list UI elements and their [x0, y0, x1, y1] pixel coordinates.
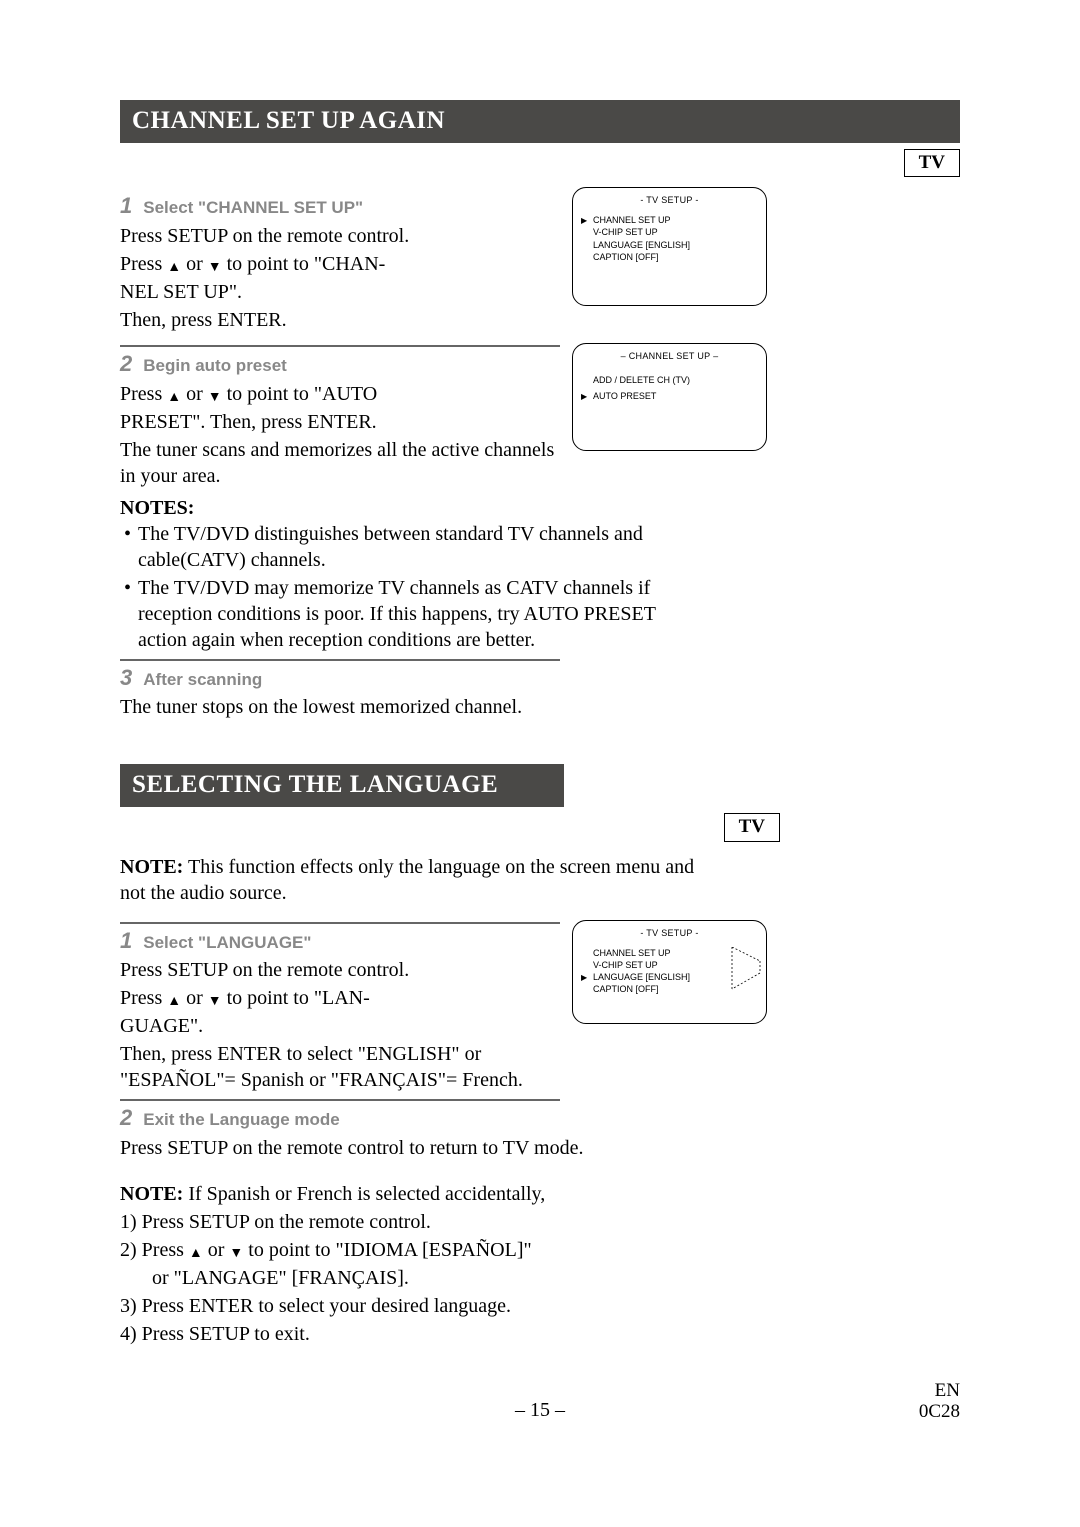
section-heading-channel: CHANNEL SET UP AGAIN	[120, 100, 960, 143]
up-arrow-icon: ▲	[189, 1246, 203, 1261]
language-note: NOTE: This function effects only the lan…	[120, 854, 700, 906]
step-body: Press SETUP on the remote control to ret…	[120, 1135, 680, 1161]
note-item: The TV/DVD may memorize TV channels as C…	[120, 575, 680, 653]
section-heading-language: SELECTING THE LANGUAGE	[120, 764, 564, 807]
step-label: After scanning	[143, 670, 262, 689]
osd-screen-tvsetup: - TV SETUP - ▶CHANNEL SET UP V-CHIP SET …	[572, 187, 767, 306]
osd-title: - TV SETUP -	[581, 194, 758, 206]
step-number: 1	[120, 193, 132, 218]
osd-item: V-CHIP SET UP	[581, 226, 758, 238]
osd-item: CAPTION [OFF]	[581, 983, 758, 995]
step-number: 1	[120, 928, 132, 953]
down-arrow-icon: ▼	[229, 1246, 243, 1261]
step-body: Then, press ENTER to select "ENGLISH" or…	[120, 1041, 560, 1093]
step-label: Begin auto preset	[143, 356, 287, 375]
notes-list: The TV/DVD distinguishes between standar…	[120, 521, 680, 653]
step-body: GUAGE".	[120, 1013, 560, 1039]
step-label: Select "LANGUAGE"	[143, 933, 311, 952]
step-number: 3	[120, 665, 132, 690]
osd-title: - TV SETUP -	[581, 927, 758, 939]
osd-item: LANGUAGE [ENGLISH]	[581, 239, 758, 251]
step-body: Press ▲ or ▼ to point to "CHAN-	[120, 251, 560, 277]
step-body: PRESET". Then, press ENTER.	[120, 409, 560, 435]
osd-title: – CHANNEL SET UP –	[581, 350, 758, 362]
step-label: Exit the Language mode	[143, 1110, 339, 1129]
footer-lang: EN	[840, 1381, 960, 1402]
step-1-row: 1 Select "CHANNEL SET UP" Press SETUP on…	[120, 183, 960, 333]
osd-item: ADD / DELETE CH (TV)	[581, 374, 758, 386]
notes-heading: NOTES:	[120, 495, 960, 521]
osd-item: V-CHIP SET UP	[581, 959, 758, 971]
step-number: 2	[120, 351, 132, 376]
up-arrow-icon: ▲	[167, 260, 181, 275]
accidental-note: NOTE: If Spanish or French is selected a…	[120, 1181, 700, 1347]
osd-item: LANGUAGE [ENGLISH]	[593, 972, 690, 982]
tv-badge: TV	[724, 813, 780, 842]
page-footer: – 15 – EN 0C28	[120, 1381, 960, 1423]
step-2-row: 2 Begin auto preset Press ▲ or ▼ to poin…	[120, 339, 960, 489]
down-arrow-icon: ▼	[208, 390, 222, 405]
lang-step-1-row: 1 Select "LANGUAGE" Press SETUP on the r…	[120, 916, 960, 1094]
footer-code: 0C28	[840, 1402, 960, 1423]
down-arrow-icon: ▼	[208, 260, 222, 275]
step-body: Then, press ENTER.	[120, 307, 560, 333]
up-arrow-icon: ▲	[167, 390, 181, 405]
down-arrow-icon: ▼	[208, 994, 222, 1009]
step-body: The tuner stops on the lowest memorized …	[120, 694, 680, 720]
tv-badge: TV	[904, 149, 960, 178]
step-body: NEL SET UP".	[120, 279, 560, 305]
cursor-icon: ▶	[581, 392, 587, 403]
osd-item: CHANNEL SET UP	[581, 947, 758, 959]
step-number: 2	[120, 1105, 132, 1130]
osd-screen-tvsetup: - TV SETUP - CHANNEL SET UP V-CHIP SET U…	[572, 920, 767, 1025]
step-body: Press ▲ or ▼ to point to "LAN-	[120, 985, 560, 1011]
note-item: The TV/DVD distinguishes between standar…	[120, 521, 680, 573]
step-body: Press SETUP on the remote control.	[120, 957, 560, 983]
step-body: Press ▲ or ▼ to point to "AUTO	[120, 381, 560, 407]
osd-item: AUTO PRESET	[593, 391, 656, 401]
osd-item: CHANNEL SET UP	[593, 215, 671, 225]
step-body: The tuner scans and memorizes all the ac…	[120, 437, 560, 489]
page-number: – 15 –	[240, 1397, 840, 1423]
osd-screen-channelsetup: – CHANNEL SET UP – ADD / DELETE CH (TV) …	[572, 343, 767, 451]
up-arrow-icon: ▲	[167, 994, 181, 1009]
osd-item: CAPTION [OFF]	[581, 251, 758, 263]
step-body: Press SETUP on the remote control.	[120, 223, 560, 249]
step-label: Select "CHANNEL SET UP"	[143, 198, 363, 217]
